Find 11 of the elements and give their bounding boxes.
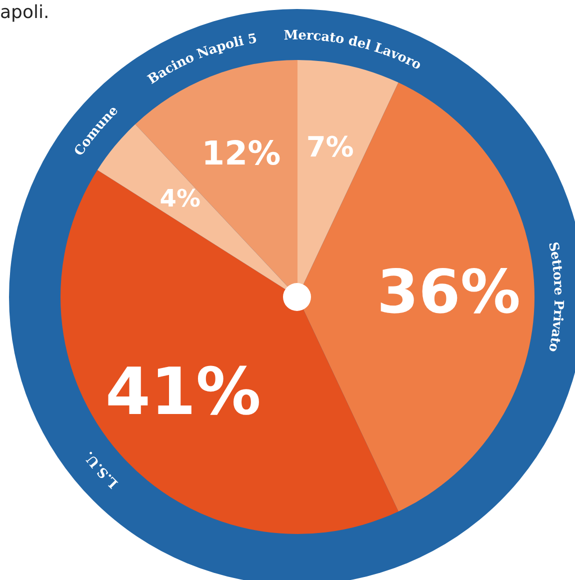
category-label: Bacino Napoli 5 — [145, 32, 258, 88]
category-label: Mercato del Lavoro — [284, 28, 424, 74]
text: apoli. — [0, 2, 50, 23]
data-label: 36% — [376, 258, 520, 328]
data-label: 4% — [160, 184, 201, 213]
slice-label: Comune — [72, 103, 122, 159]
data-label: 7% — [306, 130, 354, 164]
category-label: Settore Privato — [545, 240, 566, 354]
data-label: 41% — [105, 355, 262, 430]
slice-label: L.S.U. — [81, 448, 122, 491]
data-label: 12% — [202, 134, 281, 173]
